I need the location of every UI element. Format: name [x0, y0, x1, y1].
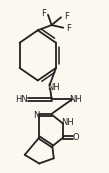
Text: F: F [67, 24, 72, 33]
Text: NH: NH [69, 95, 82, 104]
Text: F: F [64, 12, 69, 21]
Text: HN: HN [15, 95, 27, 104]
Text: NH: NH [61, 118, 74, 127]
Text: N: N [33, 111, 39, 120]
Text: NH: NH [47, 83, 59, 92]
Text: O: O [72, 133, 79, 142]
Text: F: F [41, 9, 46, 18]
